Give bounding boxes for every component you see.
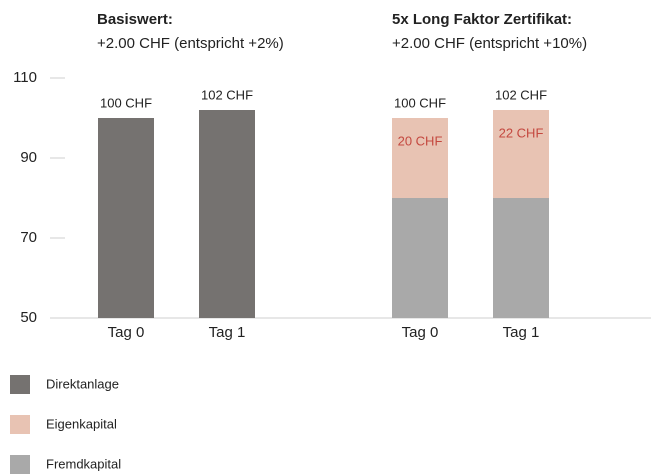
- x-tick-label: Tag 0: [402, 324, 439, 341]
- x-tick-label: Tag 1: [209, 324, 246, 341]
- value-label: 100 CHF: [100, 95, 152, 110]
- bar-segment: [98, 118, 154, 318]
- bar-segment: [199, 110, 255, 318]
- value-label: 22 CHF: [499, 125, 544, 140]
- group-title: 5x Long Faktor Zertifikat:: [392, 11, 572, 28]
- value-label: 102 CHF: [201, 87, 253, 102]
- value-label: 20 CHF: [398, 133, 443, 148]
- y-tick-label: 50: [20, 309, 37, 326]
- y-tick-label: 90: [20, 149, 37, 166]
- legend-label: Direktanlage: [46, 376, 119, 391]
- legend-label: Eigenkapital: [46, 416, 117, 431]
- total-label: 100 CHF: [394, 95, 446, 110]
- x-tick-label: Tag 1: [503, 324, 540, 341]
- y-tick-label: 70: [20, 229, 37, 246]
- legend-swatch: [10, 415, 30, 434]
- bar-segment: [493, 198, 549, 318]
- bar-segment: [392, 118, 448, 198]
- legend-swatch: [10, 455, 30, 474]
- group-title: Basiswert:: [97, 11, 173, 28]
- y-tick-label: 110: [13, 69, 37, 86]
- total-label: 102 CHF: [495, 87, 547, 102]
- x-tick-label: Tag 0: [108, 324, 145, 341]
- bar-segment: [392, 198, 448, 318]
- bar-segment: [493, 110, 549, 198]
- group-subtitle: +2.00 CHF (entspricht +2%): [97, 35, 284, 52]
- legend-swatch: [10, 375, 30, 394]
- group-subtitle: +2.00 CHF (entspricht +10%): [392, 35, 587, 52]
- legend-label: Fremdkapital: [46, 456, 121, 471]
